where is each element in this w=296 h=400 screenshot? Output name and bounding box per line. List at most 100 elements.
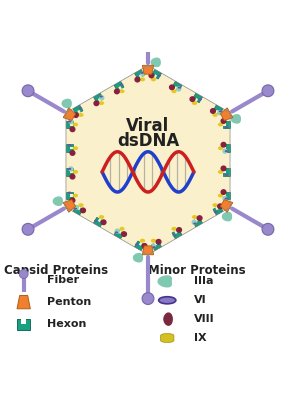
Polygon shape bbox=[223, 147, 226, 149]
Circle shape bbox=[22, 223, 34, 235]
Polygon shape bbox=[98, 218, 102, 222]
Text: IX: IX bbox=[194, 333, 207, 343]
Ellipse shape bbox=[119, 89, 125, 93]
Ellipse shape bbox=[214, 211, 217, 213]
Ellipse shape bbox=[73, 122, 78, 126]
Polygon shape bbox=[63, 200, 75, 212]
Text: Hexon: Hexon bbox=[47, 319, 87, 329]
Polygon shape bbox=[70, 123, 73, 126]
Ellipse shape bbox=[157, 75, 161, 77]
Circle shape bbox=[222, 148, 228, 154]
Circle shape bbox=[19, 270, 28, 278]
Polygon shape bbox=[213, 206, 223, 215]
Polygon shape bbox=[70, 147, 73, 149]
Ellipse shape bbox=[140, 72, 144, 74]
Polygon shape bbox=[221, 200, 233, 212]
Polygon shape bbox=[77, 110, 81, 114]
Polygon shape bbox=[122, 232, 126, 236]
Polygon shape bbox=[53, 197, 62, 205]
Polygon shape bbox=[94, 101, 99, 106]
Ellipse shape bbox=[68, 168, 71, 170]
Polygon shape bbox=[177, 228, 181, 232]
Polygon shape bbox=[142, 246, 154, 255]
Polygon shape bbox=[101, 220, 106, 224]
Circle shape bbox=[192, 220, 197, 225]
Circle shape bbox=[140, 72, 146, 77]
Ellipse shape bbox=[73, 170, 78, 174]
Text: Capsid Proteins: Capsid Proteins bbox=[4, 264, 109, 277]
Polygon shape bbox=[70, 127, 75, 132]
Ellipse shape bbox=[218, 194, 223, 198]
Ellipse shape bbox=[78, 113, 84, 117]
Polygon shape bbox=[66, 144, 73, 152]
Polygon shape bbox=[223, 192, 230, 200]
Polygon shape bbox=[115, 89, 119, 94]
Polygon shape bbox=[114, 229, 124, 239]
Polygon shape bbox=[223, 144, 230, 152]
Polygon shape bbox=[158, 276, 171, 287]
Polygon shape bbox=[152, 241, 161, 250]
Polygon shape bbox=[154, 74, 157, 78]
Ellipse shape bbox=[225, 198, 228, 200]
Polygon shape bbox=[152, 70, 161, 79]
Ellipse shape bbox=[99, 215, 104, 219]
Polygon shape bbox=[62, 99, 71, 108]
Circle shape bbox=[142, 293, 154, 304]
Text: dsDNA: dsDNA bbox=[117, 132, 179, 150]
Ellipse shape bbox=[192, 101, 197, 105]
Ellipse shape bbox=[212, 203, 218, 207]
Polygon shape bbox=[221, 190, 226, 194]
Ellipse shape bbox=[171, 89, 177, 93]
Ellipse shape bbox=[193, 222, 197, 224]
Polygon shape bbox=[118, 86, 122, 90]
Circle shape bbox=[68, 166, 74, 172]
Ellipse shape bbox=[79, 107, 82, 109]
Polygon shape bbox=[174, 230, 178, 234]
Circle shape bbox=[142, 16, 154, 28]
Ellipse shape bbox=[198, 98, 202, 100]
Circle shape bbox=[22, 85, 34, 97]
Ellipse shape bbox=[68, 192, 71, 194]
Circle shape bbox=[99, 95, 104, 100]
Polygon shape bbox=[114, 82, 124, 91]
Polygon shape bbox=[81, 208, 86, 213]
Ellipse shape bbox=[73, 146, 78, 150]
Ellipse shape bbox=[119, 227, 125, 231]
Polygon shape bbox=[73, 113, 78, 117]
Circle shape bbox=[262, 223, 274, 235]
Circle shape bbox=[222, 196, 228, 201]
Ellipse shape bbox=[73, 194, 78, 198]
Ellipse shape bbox=[219, 110, 222, 112]
Polygon shape bbox=[70, 198, 75, 203]
Polygon shape bbox=[223, 171, 226, 173]
Text: Penton: Penton bbox=[47, 297, 91, 307]
Polygon shape bbox=[190, 97, 195, 102]
Polygon shape bbox=[156, 240, 161, 244]
Polygon shape bbox=[17, 319, 30, 330]
Polygon shape bbox=[94, 93, 104, 103]
Ellipse shape bbox=[68, 120, 71, 122]
Ellipse shape bbox=[218, 122, 223, 126]
Circle shape bbox=[115, 228, 120, 234]
Polygon shape bbox=[174, 86, 178, 90]
Polygon shape bbox=[223, 168, 230, 176]
Ellipse shape bbox=[120, 84, 123, 86]
Polygon shape bbox=[139, 74, 142, 78]
Polygon shape bbox=[194, 218, 198, 222]
Ellipse shape bbox=[135, 243, 139, 245]
Polygon shape bbox=[192, 217, 202, 227]
Polygon shape bbox=[215, 110, 219, 114]
Polygon shape bbox=[218, 204, 223, 208]
Circle shape bbox=[150, 243, 156, 249]
Polygon shape bbox=[118, 230, 122, 234]
Polygon shape bbox=[154, 242, 157, 246]
Ellipse shape bbox=[159, 297, 176, 304]
Ellipse shape bbox=[225, 150, 228, 152]
Ellipse shape bbox=[140, 239, 145, 242]
Polygon shape bbox=[142, 244, 147, 248]
Ellipse shape bbox=[94, 220, 98, 222]
Ellipse shape bbox=[152, 246, 156, 248]
Polygon shape bbox=[221, 119, 226, 123]
Ellipse shape bbox=[178, 87, 181, 89]
Polygon shape bbox=[194, 98, 198, 102]
